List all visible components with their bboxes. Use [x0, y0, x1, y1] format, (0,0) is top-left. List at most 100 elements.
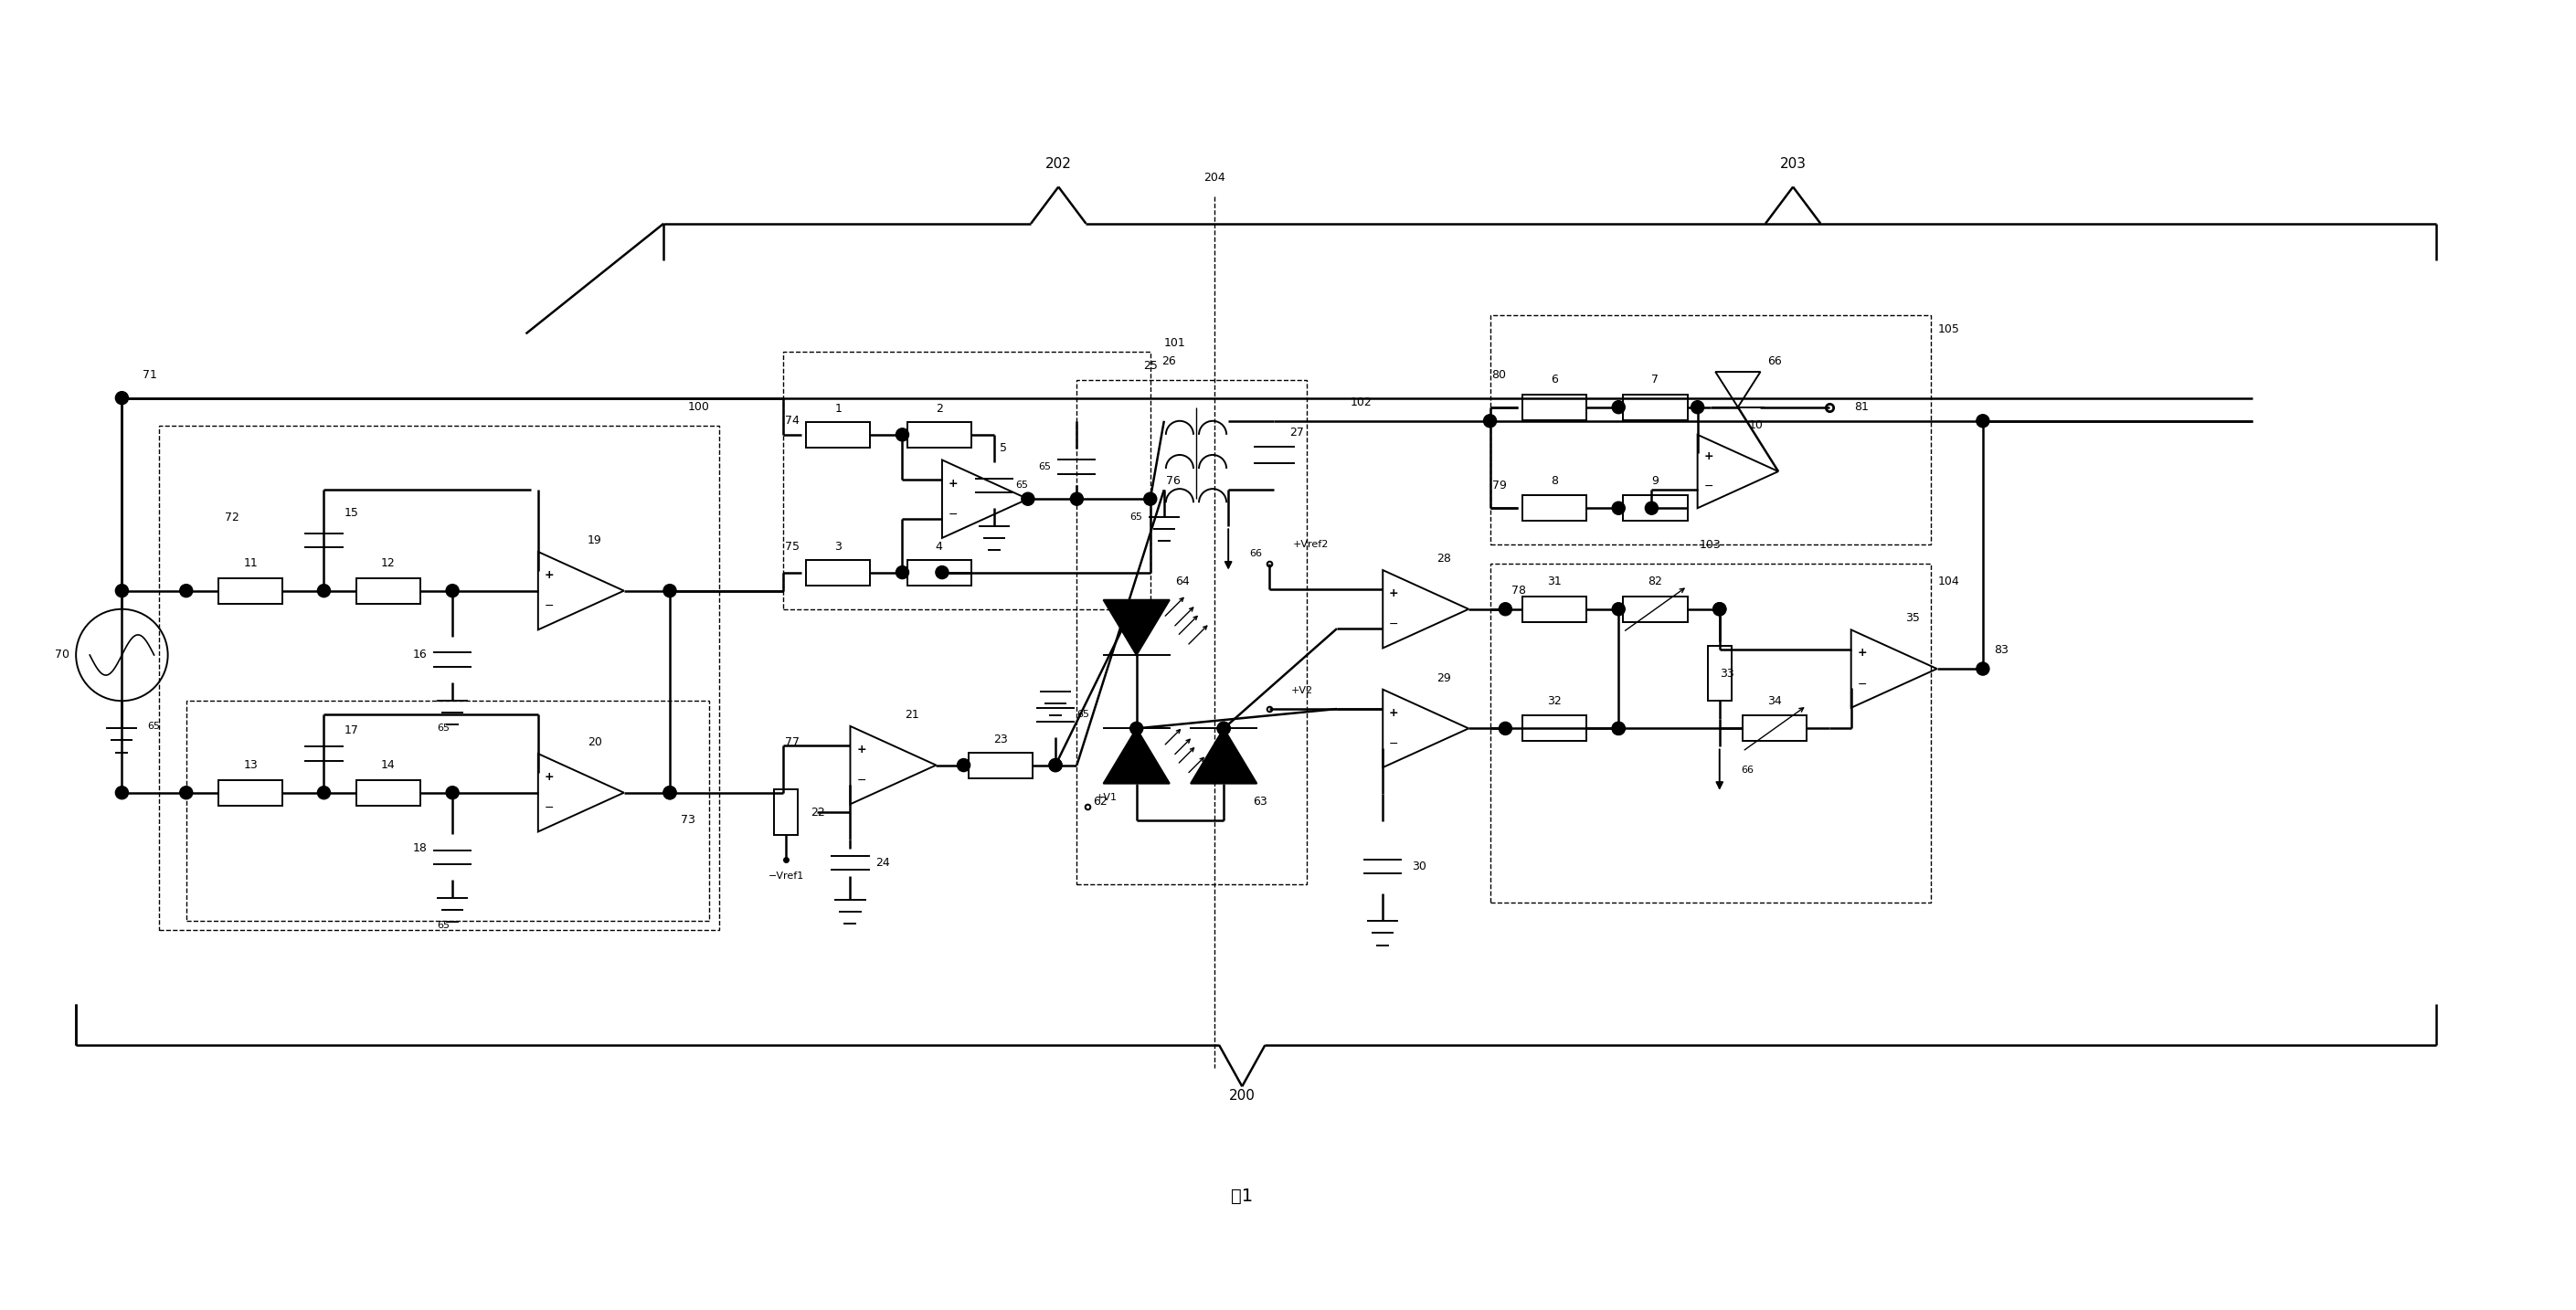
Circle shape: [1713, 603, 1726, 616]
Text: 24: 24: [876, 857, 889, 869]
Text: 66: 66: [1741, 765, 1754, 774]
Bar: [806, 559, 871, 586]
Text: −: −: [1857, 679, 1868, 690]
Bar: [185, 701, 708, 921]
Text: 28: 28: [1437, 553, 1450, 565]
Text: 31: 31: [1548, 575, 1561, 587]
Text: 21: 21: [904, 709, 920, 721]
Text: 74: 74: [786, 415, 799, 427]
Text: +: +: [855, 744, 866, 756]
Text: 202: 202: [1046, 157, 1072, 170]
Text: 25: 25: [1144, 360, 1157, 372]
Bar: [907, 559, 971, 586]
Circle shape: [446, 584, 459, 597]
Text: +V2: +V2: [1291, 686, 1314, 696]
Text: 23: 23: [994, 734, 1007, 745]
Circle shape: [1976, 663, 1989, 675]
Circle shape: [896, 428, 909, 441]
Bar: [783, 352, 1151, 609]
Text: 65: 65: [1038, 462, 1051, 472]
Circle shape: [180, 786, 193, 799]
Circle shape: [1646, 502, 1659, 515]
Text: 78: 78: [1512, 584, 1528, 596]
Circle shape: [446, 786, 459, 799]
Text: +V1: +V1: [1095, 793, 1118, 802]
Text: 27: 27: [1291, 427, 1303, 439]
Text: 5: 5: [999, 443, 1007, 455]
Text: 65: 65: [1131, 512, 1144, 521]
Circle shape: [1218, 722, 1231, 735]
Circle shape: [1499, 722, 1512, 735]
Text: 6: 6: [1551, 373, 1558, 385]
Bar: [1489, 316, 1932, 545]
Bar: [773, 789, 799, 836]
Text: 62: 62: [1092, 796, 1108, 808]
Bar: [1623, 394, 1687, 421]
Text: 8: 8: [1551, 474, 1558, 486]
Text: 2: 2: [935, 403, 943, 415]
Text: 73: 73: [680, 815, 696, 827]
Bar: [969, 752, 1033, 778]
Text: 图1: 图1: [1231, 1188, 1252, 1205]
Text: 203: 203: [1780, 157, 1806, 170]
Polygon shape: [1190, 728, 1257, 783]
Circle shape: [116, 584, 129, 597]
Text: 72: 72: [224, 511, 240, 523]
Text: 200: 200: [1229, 1089, 1255, 1103]
Text: +: +: [1388, 588, 1399, 600]
Circle shape: [1484, 414, 1497, 427]
Circle shape: [116, 392, 129, 405]
Circle shape: [1613, 502, 1625, 515]
Circle shape: [317, 786, 330, 799]
Circle shape: [935, 566, 948, 579]
Circle shape: [1613, 722, 1625, 735]
Text: 104: 104: [1937, 575, 1960, 587]
Text: 82: 82: [1649, 575, 1662, 587]
Text: 3: 3: [835, 541, 842, 553]
Text: 16: 16: [412, 648, 428, 662]
Bar: [907, 422, 971, 448]
Bar: [1623, 495, 1687, 521]
Text: 65: 65: [438, 724, 451, 734]
Text: 77: 77: [786, 736, 799, 748]
Text: 63: 63: [1255, 796, 1267, 808]
Bar: [160, 426, 719, 930]
Text: 65: 65: [1077, 710, 1090, 719]
Text: +: +: [544, 772, 554, 783]
Text: −: −: [948, 508, 958, 520]
Text: 11: 11: [242, 557, 258, 569]
Circle shape: [1976, 414, 1989, 427]
Bar: [1623, 596, 1687, 622]
Circle shape: [1613, 722, 1625, 735]
Bar: [1077, 380, 1306, 884]
Polygon shape: [1103, 728, 1170, 783]
Circle shape: [1144, 493, 1157, 506]
Text: 66: 66: [1249, 549, 1262, 558]
Text: 22: 22: [811, 806, 824, 819]
Bar: [219, 779, 283, 806]
Bar: [1708, 646, 1731, 701]
Text: 79: 79: [1492, 479, 1507, 491]
Text: −: −: [1703, 481, 1713, 493]
Text: 103: 103: [1700, 538, 1721, 550]
Text: 33: 33: [1721, 667, 1734, 680]
Bar: [355, 779, 420, 806]
Text: 83: 83: [1994, 645, 2009, 656]
Text: 13: 13: [242, 760, 258, 772]
Bar: [806, 422, 871, 448]
Text: 4: 4: [935, 541, 943, 553]
Text: 17: 17: [345, 724, 358, 736]
Text: 14: 14: [381, 760, 394, 772]
Circle shape: [665, 786, 677, 799]
Circle shape: [1048, 758, 1061, 772]
Text: 65: 65: [438, 921, 451, 930]
Bar: [1741, 715, 1806, 741]
Bar: [1522, 495, 1587, 521]
Circle shape: [665, 584, 677, 597]
Text: 101: 101: [1164, 337, 1185, 348]
Text: 18: 18: [412, 842, 428, 854]
Text: 12: 12: [381, 557, 394, 569]
Bar: [1489, 563, 1932, 903]
Text: 32: 32: [1548, 696, 1561, 707]
Circle shape: [1713, 603, 1726, 616]
